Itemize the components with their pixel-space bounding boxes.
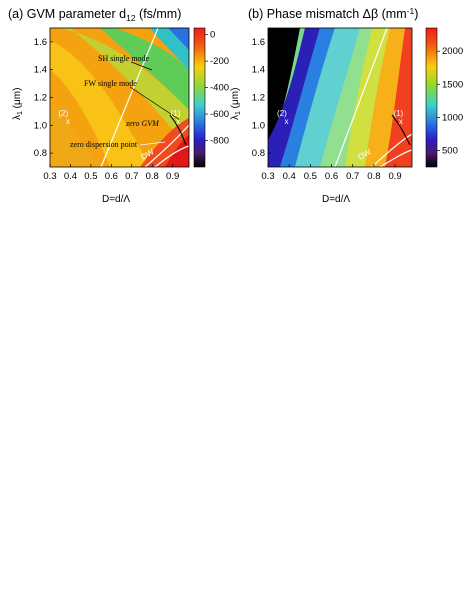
x-tick-label: 0.4 [283,171,296,182]
y-tick-label: 1.0 [252,120,265,131]
y-tick-label: 0.8 [34,148,47,159]
marker-2-label-b: (2) [277,109,287,118]
y-tick-label: 1.6 [34,37,47,48]
x-tick-label: 0.7 [346,171,359,182]
colorbar-tick-label: -800 [210,136,229,147]
y-tick-label: 1.0 [34,120,47,131]
panel-b-title: (b) Phase mismatch Δβ (mm-1) [248,6,418,21]
panel-a-plot-area [50,28,189,167]
marker-2-x: x [66,117,70,126]
panel-a-ylabel: λ1 (μm) [12,88,24,120]
colorbar-tick-label: -600 [210,109,229,120]
marker-2-label: (2) [58,109,68,118]
panel-a-title: (a) GVM parameter d12 (fs/mm) [8,7,181,23]
x-tick-label: 0.8 [146,171,159,182]
panel-b: (b) Phase mismatch Δβ (mm-1) DW (1) x (2… [230,6,463,205]
fw-single-mode-line [144,124,189,167]
colorbar-tick-label: -400 [210,83,229,94]
x-tick-label: 0.6 [105,171,118,182]
x-tick-label: 0.9 [166,171,179,182]
x-tick-label: 0.6 [325,171,338,182]
zero-gvm-line-b [391,114,411,146]
y-tick-label: 1.2 [34,93,47,104]
sh-pointer-arrow [130,61,153,71]
colorbar-tick-label: 500 [442,145,458,156]
panel-a-colorbar-ticks: 0 -200 -400 -600 -800 [205,30,229,147]
y-tick-label: 1.2 [252,93,265,104]
marker-1-label: (1) [171,109,181,118]
zero-dispersion-line [154,145,189,167]
x-tick-label: 0.7 [125,171,138,182]
zero-dispersion-line-b [379,149,412,167]
y-tick-label: 1.4 [34,65,47,76]
x-tick-label: 0.5 [84,171,97,182]
y-tick-label: 1.6 [252,37,265,48]
y-tick-label: 1.4 [252,65,265,76]
zero-gvm-line [169,114,187,146]
colorbar-tick-label: 0 [210,30,215,41]
x-tick-label: 0.5 [304,171,317,182]
x-tick-label: 0.3 [43,171,56,182]
fw-pointer-arrow [129,86,181,121]
zero-dispersion-arrow [139,141,166,146]
colorbar-tick-label: 1000 [442,112,463,123]
sh-single-mode-line [100,28,159,167]
y-tick-label: 0.8 [252,148,265,159]
zero-dispersion-label: zero dispersion point [70,140,138,149]
x-tick-label: 0.3 [261,171,274,182]
panel-b-axes: 0.3 0.4 0.5 0.6 0.7 0.8 0.9 0.8 1.0 1.2 1.4 1.6 [252,37,402,182]
zero-gvm-label: zero GVM [125,119,160,128]
marker-2-x-b: x [285,117,289,126]
x-tick-label: 0.8 [367,171,380,182]
panel-b-xlabel: D=d/Λ [322,194,350,205]
fw-single-mode-line-b [371,133,412,167]
fw-single-mode-label: FW single mode [84,79,137,88]
x-tick-label: 0.4 [64,171,77,182]
panel-b-ylabel: λ1 (μm) [230,88,242,120]
marker-1-label-b: (1) [393,109,403,118]
sh-single-mode-label: SH single mode [98,54,150,63]
panel-b-colorbar-ticks: 2000 1500 1000 500 [437,46,463,156]
colorbar-tick-label: -200 [210,56,229,67]
panel-a-colorbar [193,27,206,168]
sh-single-mode-line-b [334,28,388,167]
panel-a-xlabel: D=d/Λ [102,194,130,205]
panel-a: (a) GVM parameter d12 (fs/mm) SH single [8,7,229,205]
colorbar-tick-label: 2000 [442,46,463,57]
panel-b-colorbar [425,27,438,168]
panel-b-plot-area [268,28,412,167]
marker-1-x: x [176,117,180,126]
panel-a-axes: 0.3 0.4 0.5 0.6 0.7 0.8 0.9 0.8 1.0 1.2 1.4 1.6 [34,37,179,182]
x-tick-label: 0.9 [388,171,401,182]
marker-1-x-b: x [399,117,403,126]
colorbar-tick-label: 1500 [442,79,463,90]
